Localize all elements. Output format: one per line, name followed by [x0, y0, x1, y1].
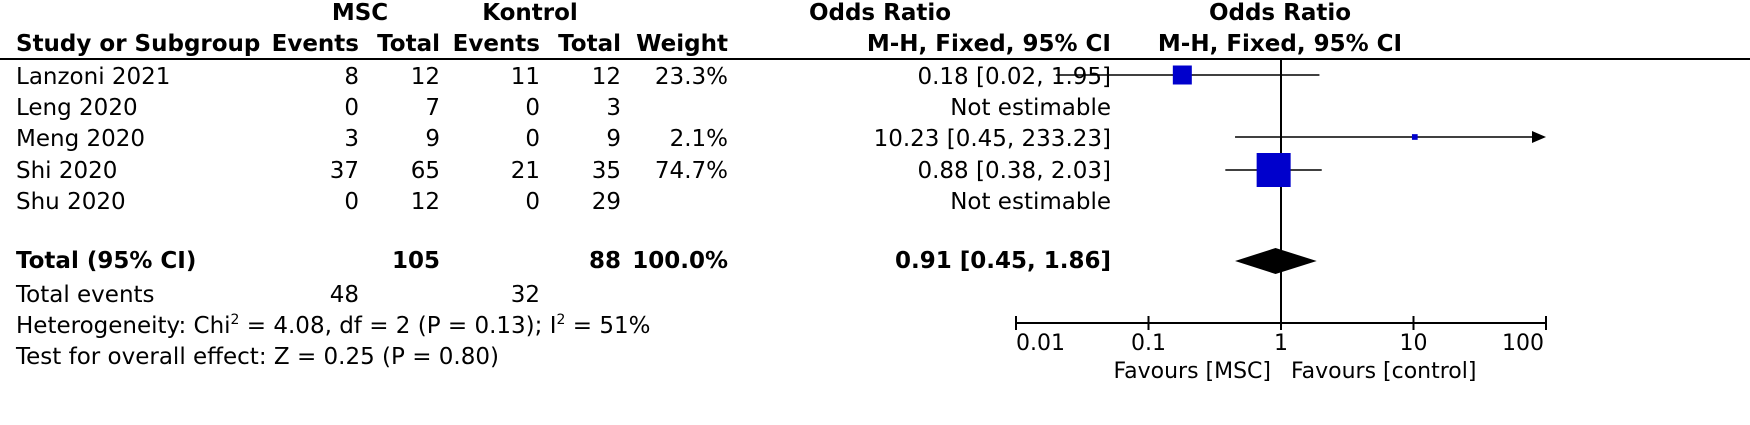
or-method-header: M-H, Fixed, 95% CI [866, 31, 1111, 57]
or-title: Odds Ratio [808, 0, 952, 26]
study-marker [1172, 65, 1192, 85]
events2-cell: 0 [525, 126, 540, 152]
events1-cell: 37 [329, 158, 359, 184]
events1-cell: 3 [344, 126, 359, 152]
ci-cell: 0.18 [0.02, 1.95] [917, 64, 1111, 90]
ci-arrow [1532, 131, 1546, 143]
favours-right-label: Favours [control] [1291, 359, 1476, 384]
events2-header: Events [452, 31, 540, 57]
total-events2: 32 [510, 282, 540, 308]
total-events-label: Total events [16, 282, 155, 308]
events2-cell: 21 [510, 158, 540, 184]
ci-cell: Not estimable [950, 95, 1111, 121]
events1-header: Events [271, 31, 359, 57]
x-tick-label: 0.1 [1131, 331, 1166, 356]
x-tick-label: 10 [1400, 331, 1428, 356]
events1-cell: 8 [344, 64, 359, 90]
weight-header: Weight [636, 31, 728, 57]
overall-effect-text: Test for overall effect: Z = 0.25 (P = 0… [16, 344, 499, 370]
group2-header: Kontrol [482, 0, 578, 26]
group1-header: MSC [331, 0, 389, 26]
total1-cell: 7 [425, 95, 440, 121]
study-marker [1256, 153, 1291, 187]
events2-cell: 0 [525, 189, 540, 215]
total1-cell: 9 [425, 126, 440, 152]
study-name: Shi 2020 [16, 158, 118, 184]
total2-cell: 9 [606, 126, 621, 152]
favours-left-label: Favours [MSC] [1113, 359, 1271, 384]
weight-cell: 23.3% [654, 64, 728, 90]
total1-cell: 65 [410, 158, 440, 184]
events1-cell: 0 [344, 189, 359, 215]
plot-method-header: M-H, Fixed, 95% CI [1157, 31, 1403, 57]
ci-cell: Not estimable [950, 189, 1111, 215]
total1-cell: 105 [391, 248, 440, 274]
study-column-header: Study or Subgroup [16, 31, 261, 57]
total1-cell: 12 [410, 189, 440, 215]
study-marker [1411, 134, 1418, 140]
total-weight-cell: 100.0% [632, 248, 728, 274]
ci-cell: 10.23 [0.45, 233.23] [873, 126, 1111, 152]
total-ci-cell: 0.91 [0.45, 1.86] [894, 248, 1111, 274]
heterogeneity-text: Heterogeneity: Chi2 = 4.08, df = 2 (P = … [16, 312, 651, 339]
total-label: Total (95% CI) [16, 248, 197, 274]
weight-cell: 74.7% [654, 158, 728, 184]
total2-cell: 35 [591, 158, 621, 184]
total2-cell: 88 [588, 248, 621, 274]
total2-cell: 29 [591, 189, 621, 215]
events2-cell: 0 [525, 95, 540, 121]
x-tick-label: 100 [1502, 331, 1544, 356]
study-name: Meng 2020 [16, 126, 146, 152]
x-tick-label: 1 [1274, 331, 1288, 356]
total-events1: 48 [329, 282, 359, 308]
study-name: Shu 2020 [16, 189, 126, 215]
total2-cell: 3 [606, 95, 621, 121]
events2-cell: 11 [510, 64, 540, 90]
total2-header: Total [558, 31, 621, 57]
events1-cell: 0 [344, 95, 359, 121]
study-name: Leng 2020 [16, 95, 138, 121]
header-rule [0, 58, 1750, 60]
study-name: Lanzoni 2021 [16, 64, 171, 90]
x-tick-label: 0.01 [1016, 331, 1065, 356]
plot-title: Odds Ratio [1208, 0, 1352, 26]
weight-cell: 2.1% [669, 126, 728, 152]
total2-cell: 12 [591, 64, 621, 90]
total1-header: Total [377, 31, 440, 57]
total1-cell: 12 [410, 64, 440, 90]
pooled-diamond [1235, 248, 1317, 274]
ci-cell: 0.88 [0.38, 2.03] [917, 158, 1111, 184]
